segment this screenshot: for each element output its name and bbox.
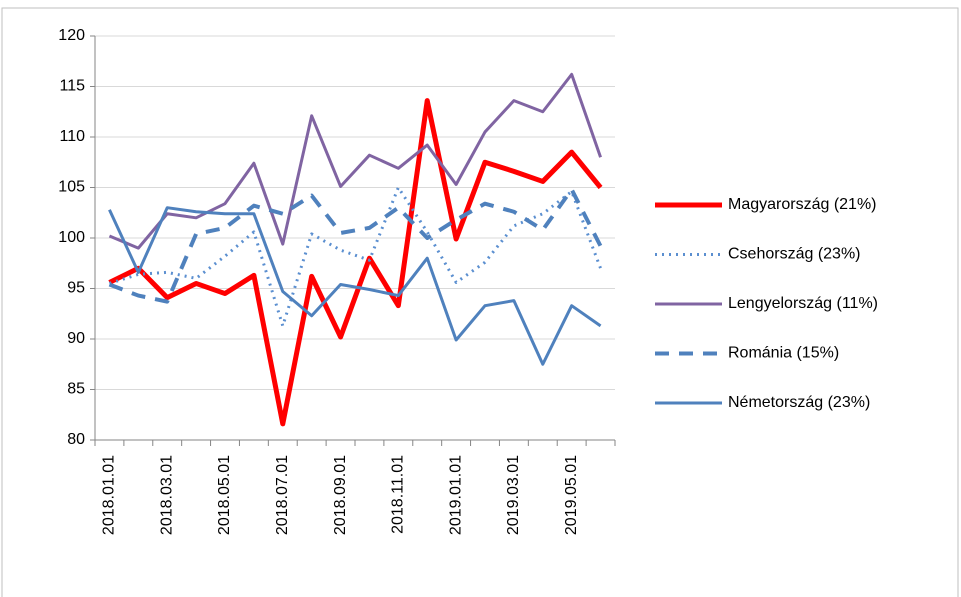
y-tick-label: 120 — [58, 27, 85, 44]
y-tick-label: 95 — [67, 280, 85, 297]
legend-label: Lengyelország (11%) — [728, 295, 878, 312]
y-tick-label: 115 — [59, 78, 85, 95]
y-tick-label: 80 — [67, 431, 85, 448]
legend-label: Magyarország (21%) — [728, 196, 877, 213]
legend-label: Csehország (23%) — [728, 246, 861, 263]
x-tick-label: 2018.07.01 — [274, 455, 291, 535]
y-tick-label: 110 — [59, 128, 85, 145]
legend-label: Németország (23%) — [728, 394, 870, 411]
x-tick-label: 2019.05.01 — [563, 455, 580, 535]
x-tick-label: 2018.01.01 — [101, 455, 118, 535]
x-tick-label: 2018.03.01 — [158, 455, 175, 535]
series-line — [108, 186, 602, 328]
chart-border — [1, 7, 959, 597]
y-tick-label: 105 — [58, 179, 85, 196]
x-tick-label: 2018.11.01 — [390, 455, 407, 534]
x-tick-label: 2019.01.01 — [447, 455, 464, 535]
x-tick-label: 2018.09.01 — [332, 455, 349, 535]
series-line — [108, 206, 602, 366]
series-line — [108, 98, 603, 427]
series-line — [108, 187, 603, 304]
y-tick-label: 90 — [67, 330, 85, 347]
legend-label: Románia (15%) — [728, 345, 839, 362]
y-tick-label: 100 — [58, 229, 85, 246]
y-tick-label: 85 — [67, 381, 85, 398]
x-tick-label: 2019.03.01 — [505, 455, 522, 535]
series-line — [108, 72, 602, 250]
x-tick-label: 2018.05.01 — [216, 455, 233, 535]
